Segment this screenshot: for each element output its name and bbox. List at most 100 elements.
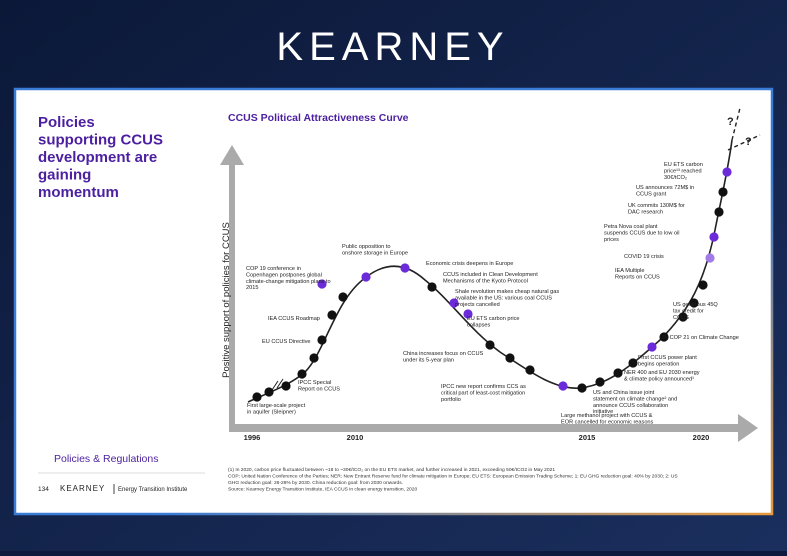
event-label: First large-scale project — [247, 403, 306, 409]
event-label: in aquifer (Sleipner) — [247, 409, 296, 415]
event-label: First CCUS power plant — [638, 355, 697, 361]
event-label: Shale revolution makes cheap natural gas — [455, 289, 559, 295]
event-label: 30€/tCO₂ — [664, 175, 687, 181]
event-label: critical part of least-cost mitigation — [441, 390, 525, 396]
title-line: Policies — [38, 114, 95, 131]
event-label: Mechanisms of the Kyoto Protocol — [443, 278, 528, 284]
event-label: US announces 72M$ in — [636, 185, 694, 191]
event-label: announce CCUS collaboration — [593, 403, 668, 409]
x-arrow — [738, 414, 758, 442]
question-mark: ? — [727, 116, 734, 128]
event-dot — [505, 353, 515, 363]
chart-title: CCUS Political Attractiveness Curve — [228, 112, 409, 124]
event-label: COVID 19 crisis — [624, 254, 664, 260]
event-label: initiative — [593, 409, 613, 415]
event-label: Copenhagen postpones global — [246, 272, 322, 278]
event-dot — [400, 263, 410, 273]
uncertain-branches — [727, 107, 761, 151]
event-label: US and China issue joint — [593, 390, 655, 396]
footer-institute: Energy Transition Institute — [118, 487, 188, 493]
event-label: climate-change mitigation plans to — [246, 279, 331, 285]
event-dot — [361, 272, 371, 282]
event-label: statement on climate change² and — [593, 396, 677, 402]
event-dot — [705, 253, 715, 263]
event-label: price¹³ reached — [664, 168, 702, 174]
event-dot — [317, 335, 327, 345]
footnote: COP: United Nation Conference of the Par… — [228, 474, 678, 480]
chart-area — [205, 96, 765, 456]
event-label: IPCC new report confirms CCS as — [441, 384, 526, 390]
event-label: Public opposition to — [342, 244, 391, 250]
event-label: portfolio — [441, 397, 461, 403]
event-dot — [525, 365, 535, 375]
event-dot — [628, 358, 638, 368]
y-arrow — [220, 145, 244, 165]
event-dot — [264, 387, 274, 397]
event-dot — [558, 381, 568, 391]
page-number: 134 — [38, 486, 49, 493]
event-dot — [647, 342, 657, 352]
event-label: CCUS grant — [636, 191, 667, 197]
event-label: COP 19 conference in — [246, 266, 301, 272]
event-label: projects cancelled — [455, 302, 500, 308]
brand: KEARNEY — [276, 25, 509, 69]
event-label: Petra Nova coal plant — [604, 224, 658, 230]
event-dot — [338, 292, 348, 302]
event-dot — [427, 282, 437, 292]
event-label: under its 5-year plan — [403, 357, 454, 363]
event-label: Report on CCUS — [298, 386, 340, 392]
event-label: EU ETS carbon — [664, 162, 703, 168]
event-dot — [327, 310, 337, 320]
event-label: Large methanol project with CCUS & — [561, 413, 653, 419]
event-label: collapses — [467, 322, 491, 328]
event-label: begins operation — [638, 361, 679, 367]
event-dot — [678, 312, 688, 322]
event-dot — [485, 340, 495, 350]
title-line: momentum — [38, 184, 119, 201]
event-dot — [449, 298, 459, 308]
footnote: Source: Kearney Energy Transition Instit… — [228, 487, 417, 493]
curve — [247, 139, 733, 403]
event-dot — [689, 298, 699, 308]
event-label: IEA CCUS Roadmap — [268, 316, 320, 322]
event-dot — [252, 392, 262, 402]
event-label: China increases focus on CCUS — [403, 351, 483, 357]
event-dot — [709, 232, 719, 242]
title-line: supporting CCUS — [38, 132, 163, 149]
event-label: IEA Multiple — [615, 268, 645, 274]
event-dot — [659, 332, 669, 342]
event-dot — [722, 167, 732, 177]
event-label: available in the US: various coal CCUS — [455, 295, 552, 301]
event-dot — [714, 207, 724, 217]
event-label: suspends CCUS due to low oil — [604, 230, 680, 236]
event-dot — [463, 309, 473, 319]
title-line: development are — [38, 149, 157, 166]
footnote: (1) In 2020, carbon price fluctuated bet… — [228, 467, 555, 473]
event-label: Reports on CCUS — [615, 274, 660, 280]
event-label: CCUS — [673, 315, 689, 321]
year-label: 2010 — [347, 433, 364, 442]
break-mark — [271, 378, 284, 391]
event-label: prices — [604, 237, 619, 243]
y-axis-label: Positive support of policies for CCUS — [221, 222, 232, 378]
event-label: UN COP 21 on Climate Change — [660, 335, 739, 341]
event-label: Economic crisis deepens in Europe — [426, 261, 513, 267]
event-dot — [698, 280, 708, 290]
event-label: 2015 — [246, 285, 258, 291]
event-label: onshore storage in Europe — [342, 250, 408, 256]
event-label: US generous 45Q — [673, 302, 718, 308]
title-line: gaining — [38, 167, 91, 184]
event-label: EOR cancelled for economic reasons — [561, 419, 654, 425]
event-label: DAC research — [628, 209, 663, 215]
event-label: CCUS included in Clean Development — [443, 272, 538, 278]
section: Policies & Regulations — [54, 453, 158, 465]
event-dot — [718, 187, 728, 197]
event-dot — [577, 383, 587, 393]
event-dot — [309, 353, 319, 363]
year-label: 1996 — [244, 433, 261, 442]
event-dot — [297, 369, 307, 379]
event-label: NER 400 and EU 2030 energy — [624, 370, 700, 376]
